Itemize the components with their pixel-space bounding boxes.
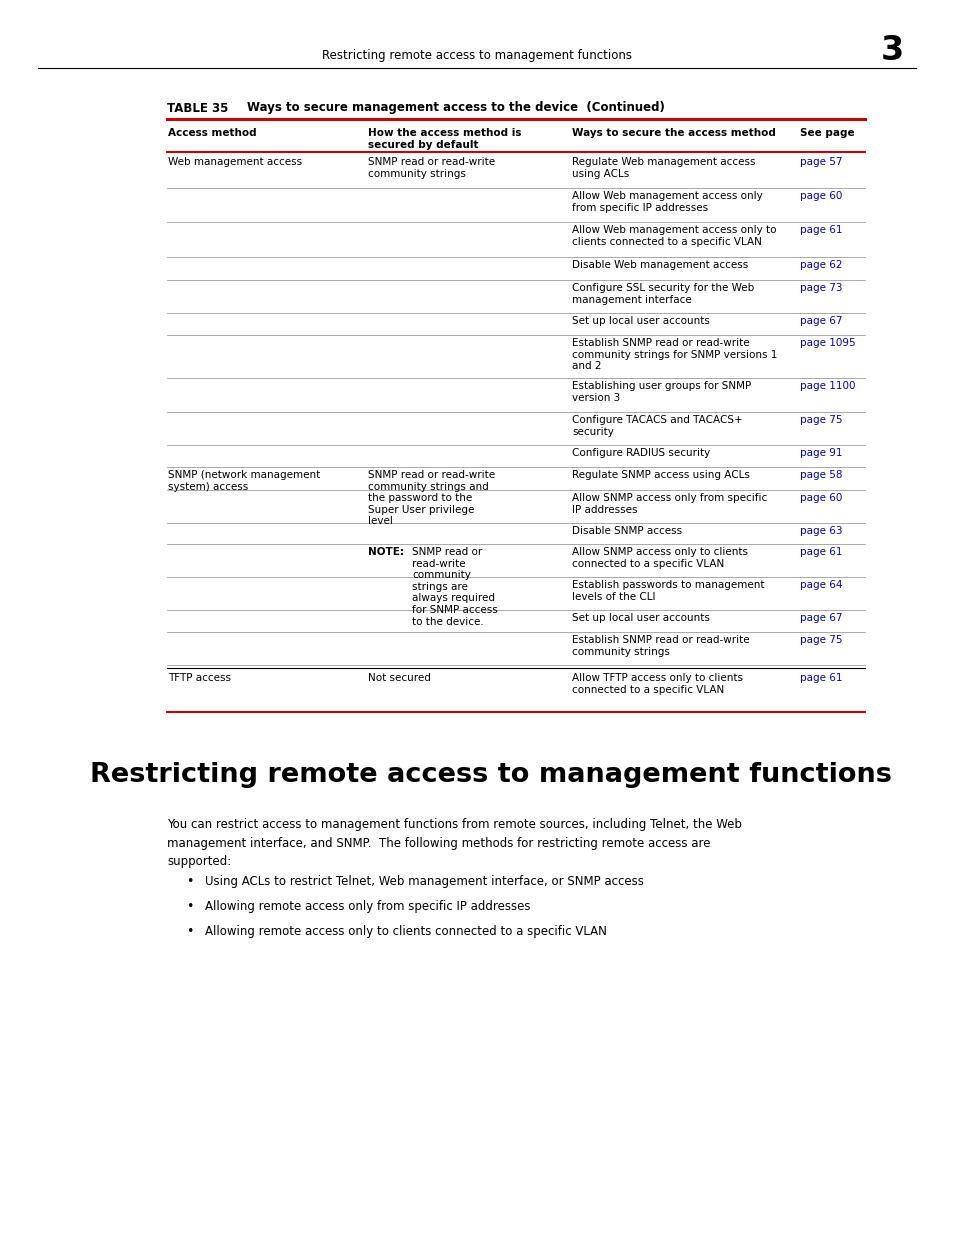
Text: TABLE 35: TABLE 35 (167, 101, 228, 115)
Text: Using ACLs to restrict Telnet, Web management interface, or SNMP access: Using ACLs to restrict Telnet, Web manag… (205, 876, 643, 888)
Text: page 75: page 75 (800, 415, 841, 425)
Text: TFTP access: TFTP access (168, 673, 231, 683)
Text: page 73: page 73 (800, 283, 841, 293)
Text: page 61: page 61 (800, 673, 841, 683)
Text: Regulate Web management access
using ACLs: Regulate Web management access using ACL… (572, 157, 755, 179)
Text: Disable Web management access: Disable Web management access (572, 261, 747, 270)
Text: Web management access: Web management access (168, 157, 302, 167)
Text: Set up local user accounts: Set up local user accounts (572, 613, 709, 622)
Text: Restricting remote access to management functions: Restricting remote access to management … (90, 762, 891, 788)
Text: •: • (186, 925, 193, 939)
Text: page 75: page 75 (800, 635, 841, 645)
Text: How the access method is
secured by default: How the access method is secured by defa… (368, 128, 521, 149)
Text: page 60: page 60 (800, 191, 841, 201)
Text: page 64: page 64 (800, 580, 841, 590)
Text: 3: 3 (880, 33, 902, 67)
Text: Allow SNMP access only from specific
IP addresses: Allow SNMP access only from specific IP … (572, 493, 766, 515)
Text: SNMP read or
read-write
community
strings are
always required
for SNMP access
to: SNMP read or read-write community string… (412, 547, 497, 626)
Text: page 1100: page 1100 (800, 382, 855, 391)
Text: page 67: page 67 (800, 613, 841, 622)
Text: page 60: page 60 (800, 493, 841, 503)
Text: Configure RADIUS security: Configure RADIUS security (572, 448, 709, 458)
Text: page 61: page 61 (800, 547, 841, 557)
Text: Establishing user groups for SNMP
version 3: Establishing user groups for SNMP versio… (572, 382, 750, 403)
Text: See page: See page (800, 128, 854, 138)
Text: Establish SNMP read or read-write
community strings for SNMP versions 1
and 2: Establish SNMP read or read-write commun… (572, 338, 777, 372)
Text: •: • (186, 876, 193, 888)
Text: page 63: page 63 (800, 526, 841, 536)
Text: Regulate SNMP access using ACLs: Regulate SNMP access using ACLs (572, 471, 749, 480)
Text: SNMP read or read-write
community strings and
the password to the
Super User pri: SNMP read or read-write community string… (368, 471, 495, 526)
Text: Allow Web management access only to
clients connected to a specific VLAN: Allow Web management access only to clie… (572, 225, 776, 247)
Text: page 67: page 67 (800, 316, 841, 326)
Text: Establish passwords to management
levels of the CLI: Establish passwords to management levels… (572, 580, 763, 601)
Text: Establish SNMP read or read-write
community strings: Establish SNMP read or read-write commun… (572, 635, 749, 657)
Text: NOTE:: NOTE: (368, 547, 403, 557)
Text: Disable SNMP access: Disable SNMP access (572, 526, 681, 536)
Text: Not secured: Not secured (368, 673, 431, 683)
Text: page 61: page 61 (800, 225, 841, 235)
Text: Allow TFTP access only to clients
connected to a specific VLAN: Allow TFTP access only to clients connec… (572, 673, 742, 694)
Text: Ways to secure management access to the device  (Continued): Ways to secure management access to the … (247, 101, 664, 115)
Text: page 91: page 91 (800, 448, 841, 458)
Text: Restricting remote access to management functions: Restricting remote access to management … (322, 48, 631, 62)
Text: page 57: page 57 (800, 157, 841, 167)
Text: Allow SNMP access only to clients
connected to a specific VLAN: Allow SNMP access only to clients connec… (572, 547, 747, 568)
Text: SNMP (network management
system) access: SNMP (network management system) access (168, 471, 320, 492)
Text: Configure SSL security for the Web
management interface: Configure SSL security for the Web manag… (572, 283, 754, 305)
Text: Configure TACACS and TACACS+
security: Configure TACACS and TACACS+ security (572, 415, 741, 437)
Text: •: • (186, 900, 193, 913)
Text: page 1095: page 1095 (800, 338, 855, 348)
Text: Allow Web management access only
from specific IP addresses: Allow Web management access only from sp… (572, 191, 762, 212)
Text: SNMP read or read-write
community strings: SNMP read or read-write community string… (368, 157, 495, 179)
Text: Allowing remote access only to clients connected to a specific VLAN: Allowing remote access only to clients c… (205, 925, 606, 939)
Text: Allowing remote access only from specific IP addresses: Allowing remote access only from specifi… (205, 900, 530, 913)
Text: page 58: page 58 (800, 471, 841, 480)
Text: page 62: page 62 (800, 261, 841, 270)
Text: You can restrict access to management functions from remote sources, including T: You can restrict access to management fu… (167, 818, 741, 868)
Text: Access method: Access method (168, 128, 256, 138)
Text: Ways to secure the access method: Ways to secure the access method (572, 128, 775, 138)
Text: Set up local user accounts: Set up local user accounts (572, 316, 709, 326)
